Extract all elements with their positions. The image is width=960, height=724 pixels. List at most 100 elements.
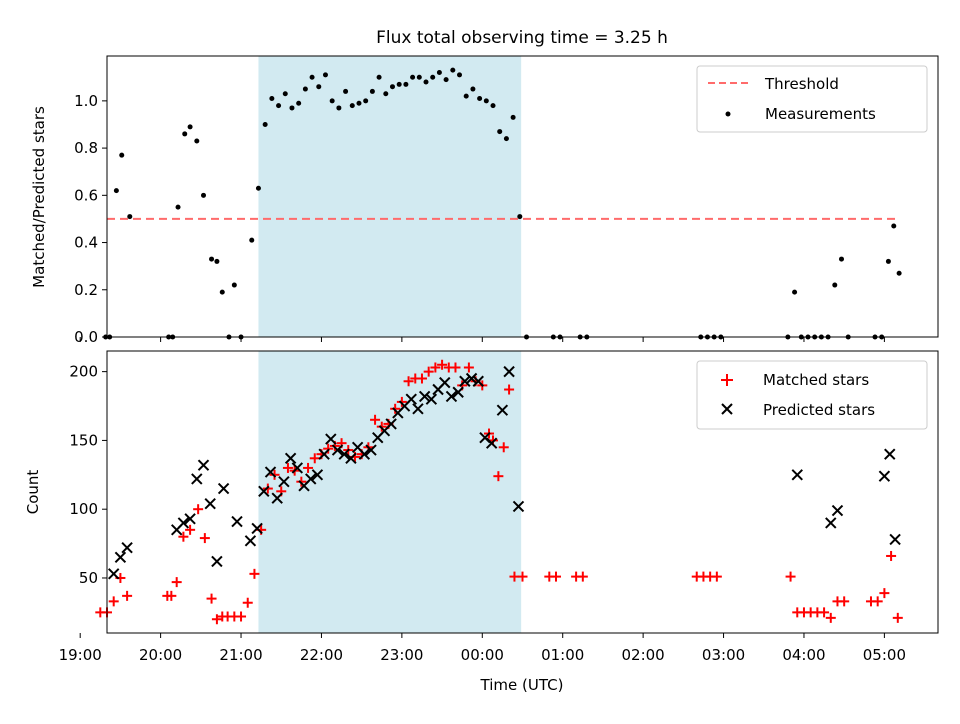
measurement-point: [329, 98, 335, 104]
measurement-point: [231, 282, 237, 288]
predicted-point: [825, 517, 837, 529]
y-tick-label: 150: [69, 431, 98, 449]
measurement-point: [838, 256, 844, 262]
y-tick-label: 200: [69, 363, 98, 381]
y-tick-label: 0.2: [74, 281, 98, 299]
matched-point: [236, 611, 247, 622]
measurement-point: [463, 93, 469, 99]
measurement-point: [403, 81, 409, 87]
predicted-point: [244, 535, 257, 547]
matched-point: [423, 366, 434, 377]
matched-point: [463, 362, 474, 373]
matched-point: [323, 443, 334, 454]
predicted-point: [204, 497, 216, 510]
x-tick-label: 22:00: [300, 646, 343, 664]
matched-point: [242, 597, 253, 608]
matched-point: [249, 568, 260, 579]
measurement-point: [255, 185, 261, 191]
matched-point: [711, 571, 722, 582]
measurement-point: [209, 256, 215, 262]
x-tick-label: 19:00: [59, 646, 102, 664]
predicted-point: [884, 448, 896, 460]
matched-point: [886, 550, 897, 561]
measurement-point: [369, 88, 375, 94]
measurement-point: [450, 67, 456, 73]
x-tick-label: 00:00: [461, 646, 504, 664]
predicted-point: [512, 500, 525, 513]
matched-point: [872, 596, 883, 607]
measurement-point: [349, 103, 355, 109]
predicted-point: [331, 444, 344, 456]
predicted-point: [791, 469, 803, 481]
measurement-point: [262, 121, 268, 127]
matched-point: [303, 462, 314, 473]
predicted-point: [445, 390, 458, 403]
predicted-point: [121, 542, 133, 554]
legend-matched-label: Matched stars: [763, 371, 869, 389]
measurement-point: [430, 74, 436, 80]
x-tick-label: 23:00: [380, 646, 423, 664]
measurement-point: [276, 103, 282, 109]
predicted-point: [358, 448, 371, 460]
matched-point: [193, 504, 204, 515]
legend-threshold-label: Threshold: [764, 75, 839, 93]
matched-point: [122, 590, 133, 601]
measurement-point: [423, 79, 429, 85]
predicted-point: [211, 555, 223, 568]
measurement-point: [410, 74, 416, 80]
x-tick-label: 05:00: [863, 646, 906, 664]
top-ylabel: Matched/Predicted stars: [30, 106, 48, 288]
matched-point: [108, 596, 119, 607]
predicted-point: [412, 403, 424, 415]
matched-point: [178, 531, 189, 542]
predicted-point: [459, 375, 471, 387]
predicted-point: [231, 515, 243, 528]
bottom-legend: Matched stars Predicted stars: [696, 360, 928, 430]
matched-point: [493, 471, 504, 482]
matched-point: [879, 588, 890, 599]
predicted-point: [278, 475, 290, 488]
y-tick-label: 1.0: [74, 92, 98, 110]
measurement-point: [175, 204, 181, 210]
measurement-point: [113, 188, 119, 194]
measurement-point: [249, 237, 255, 243]
predicted-point: [485, 437, 498, 449]
matched-point: [199, 533, 210, 544]
matched-point: [892, 612, 903, 623]
matched-point: [551, 571, 562, 582]
measurement-point: [194, 138, 200, 144]
matched-point: [416, 373, 427, 384]
matched-point: [430, 362, 441, 373]
predicted-point: [284, 452, 297, 465]
predicted-point: [345, 452, 357, 465]
bottom-plot-frame: [106, 350, 939, 634]
y-tick-label: 0.4: [74, 234, 98, 252]
matched-point: [166, 590, 177, 601]
predicted-point: [878, 470, 891, 482]
measurement-point: [896, 270, 902, 276]
measurement-point: [457, 72, 463, 78]
matched-point: [309, 453, 320, 464]
measurement-point: [289, 105, 295, 111]
measurement-point: [477, 96, 483, 102]
legend-predicted-swatch: [721, 403, 733, 415]
measurement-point: [269, 96, 275, 102]
measurement-point: [497, 129, 503, 135]
predicted-point: [418, 390, 431, 403]
predicted-point: [365, 444, 377, 456]
x-tick-label: 21:00: [219, 646, 262, 664]
measurement-point: [832, 282, 838, 288]
predicted-point: [217, 482, 230, 495]
matched-point: [785, 571, 796, 582]
measurement-point: [309, 74, 315, 80]
predicted-point: [472, 375, 484, 387]
legend-matched-swatch: [721, 374, 733, 386]
measurement-point: [891, 223, 897, 229]
measurement-point: [383, 91, 389, 97]
predicted-point: [831, 504, 844, 517]
bottom-ylabel: Count: [24, 470, 42, 515]
measurement-point: [363, 98, 369, 104]
measurement-point: [470, 86, 476, 92]
matched-point: [211, 614, 222, 625]
